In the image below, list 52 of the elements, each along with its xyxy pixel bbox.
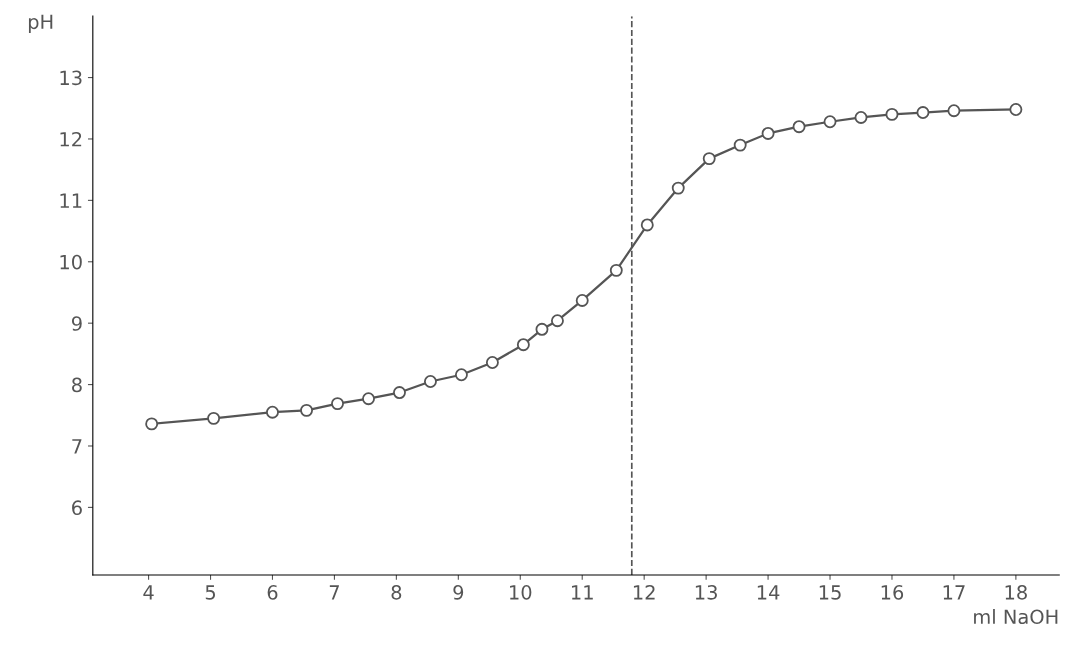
y-tick-label: 9 bbox=[71, 316, 82, 331]
point bbox=[671, 181, 685, 195]
x-tick-label: 15 bbox=[819, 585, 841, 600]
point bbox=[207, 411, 221, 425]
x-tick-label: 4 bbox=[143, 585, 154, 600]
point bbox=[916, 106, 930, 120]
y-tick-label: 7 bbox=[72, 439, 82, 454]
x-tick-label: 13 bbox=[695, 585, 717, 600]
x-tick-label: 5 bbox=[205, 585, 216, 600]
point bbox=[761, 126, 775, 140]
x-tick-label: 16 bbox=[881, 585, 904, 600]
y-tick-label: 11 bbox=[60, 193, 82, 208]
x-tick-label: 11 bbox=[571, 585, 593, 600]
y-tick-label: 10 bbox=[60, 254, 82, 270]
point bbox=[454, 368, 468, 382]
x-tick-label: 12 bbox=[633, 585, 655, 600]
point bbox=[423, 375, 437, 388]
x-tick-label: 8 bbox=[391, 585, 402, 600]
point bbox=[609, 263, 623, 277]
point bbox=[485, 356, 499, 369]
y-tick-label: 12 bbox=[60, 131, 82, 147]
point bbox=[640, 218, 654, 232]
point bbox=[516, 338, 530, 352]
x-tick-label: 14 bbox=[757, 585, 780, 600]
point bbox=[854, 111, 868, 124]
point bbox=[393, 386, 406, 400]
y-tick-label: 8 bbox=[72, 377, 82, 393]
x-tick-label: 6 bbox=[267, 585, 278, 600]
y-tick-label: 6 bbox=[72, 500, 82, 516]
point bbox=[331, 397, 344, 411]
x-tick-label: 17 bbox=[943, 585, 965, 600]
point bbox=[145, 417, 159, 431]
x-axis-title: ml NaOH bbox=[974, 609, 1058, 625]
point bbox=[362, 392, 375, 406]
point bbox=[947, 104, 961, 118]
y-tick-label: 13 bbox=[60, 70, 82, 86]
point bbox=[733, 138, 747, 152]
x-tick-label: 10 bbox=[510, 585, 532, 600]
x-tick-label: 7 bbox=[329, 585, 339, 600]
x-tick-label: 18 bbox=[1005, 585, 1027, 600]
point bbox=[266, 405, 279, 419]
point bbox=[885, 107, 899, 121]
point bbox=[792, 120, 806, 134]
point bbox=[550, 314, 564, 328]
point bbox=[300, 403, 314, 417]
point bbox=[823, 115, 837, 129]
point bbox=[702, 152, 716, 166]
point bbox=[1009, 103, 1023, 116]
point bbox=[535, 322, 549, 336]
y-axis-title: pH bbox=[28, 14, 53, 33]
x-tick-label: 9 bbox=[453, 585, 464, 600]
point bbox=[575, 293, 589, 307]
